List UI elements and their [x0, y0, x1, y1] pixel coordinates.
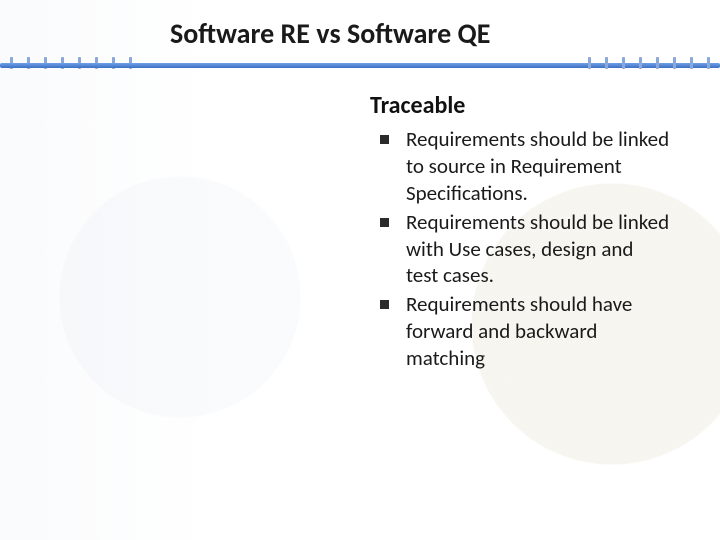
content-row: Traceable Requirements should be linked …	[40, 91, 680, 374]
divider-ticks-right	[588, 57, 710, 69]
bullet-list: Requirements should be linked to source …	[370, 126, 670, 372]
section-heading: Traceable	[370, 91, 670, 120]
left-column-spacer	[40, 91, 370, 374]
list-item: Requirements should have forward and bac…	[376, 291, 670, 372]
tick-icon	[639, 57, 642, 69]
tick-icon	[673, 57, 676, 69]
title-divider	[40, 59, 680, 73]
tick-icon	[605, 57, 608, 69]
tick-icon	[707, 57, 710, 69]
slide-container: Software RE vs Software QE Traceable	[0, 0, 720, 540]
bullet-text: Requirements should have forward and bac…	[406, 291, 632, 371]
bullet-text: Requirements should be linked to source …	[406, 126, 669, 206]
slide-title: Software RE vs Software QE	[40, 16, 680, 59]
bullet-text: Requirements should be linked with Use c…	[406, 209, 669, 289]
tick-icon	[656, 57, 659, 69]
tick-icon	[690, 57, 693, 69]
list-item: Requirements should be linked to source …	[376, 126, 670, 207]
right-column: Traceable Requirements should be linked …	[370, 91, 680, 374]
list-item: Requirements should be linked with Use c…	[376, 209, 670, 290]
tick-icon	[588, 57, 591, 69]
tick-icon	[622, 57, 625, 69]
